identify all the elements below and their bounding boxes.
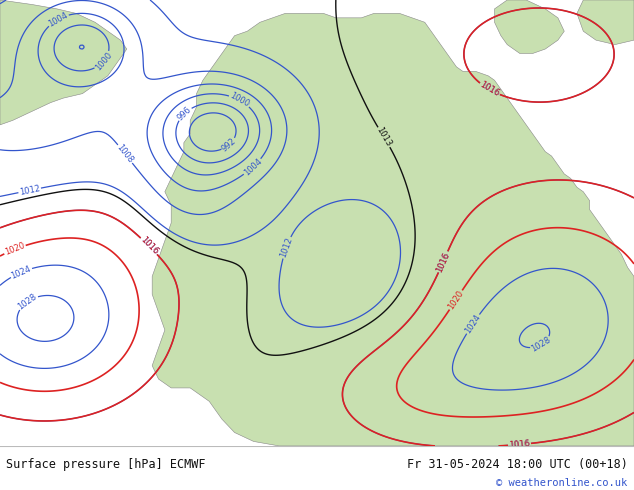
Text: 1020: 1020 xyxy=(3,241,26,257)
Polygon shape xyxy=(152,13,634,446)
Polygon shape xyxy=(577,0,634,45)
Text: 1004: 1004 xyxy=(242,157,264,177)
Text: 1020: 1020 xyxy=(446,289,465,311)
Text: 1028: 1028 xyxy=(16,292,39,312)
Text: 1012: 1012 xyxy=(278,236,294,259)
Text: 1016: 1016 xyxy=(435,250,451,273)
Text: 1028: 1028 xyxy=(530,335,553,354)
Text: Surface pressure [hPa] ECMWF: Surface pressure [hPa] ECMWF xyxy=(6,458,206,471)
Text: 996: 996 xyxy=(176,105,193,122)
Text: 992: 992 xyxy=(220,136,238,153)
Text: 1016: 1016 xyxy=(508,439,531,450)
Text: 1016: 1016 xyxy=(138,235,160,257)
Text: 1024: 1024 xyxy=(10,264,32,281)
Text: 1024: 1024 xyxy=(463,313,482,335)
Polygon shape xyxy=(495,0,564,53)
Text: 1000: 1000 xyxy=(93,50,114,72)
Text: 1016: 1016 xyxy=(435,250,451,273)
Text: Fr 31-05-2024 18:00 UTC (00+18): Fr 31-05-2024 18:00 UTC (00+18) xyxy=(407,458,628,471)
Text: 1016: 1016 xyxy=(478,80,501,98)
Text: 1008: 1008 xyxy=(115,143,135,165)
Text: 1013: 1013 xyxy=(375,126,393,148)
Text: 1000: 1000 xyxy=(228,91,251,109)
Text: © weatheronline.co.uk: © weatheronline.co.uk xyxy=(496,478,628,488)
Text: 1012: 1012 xyxy=(18,184,41,197)
Text: 1004: 1004 xyxy=(47,10,70,28)
Text: 1016: 1016 xyxy=(478,80,501,98)
Polygon shape xyxy=(0,0,127,125)
Text: 1016: 1016 xyxy=(138,235,160,257)
Text: 1016: 1016 xyxy=(508,439,531,450)
